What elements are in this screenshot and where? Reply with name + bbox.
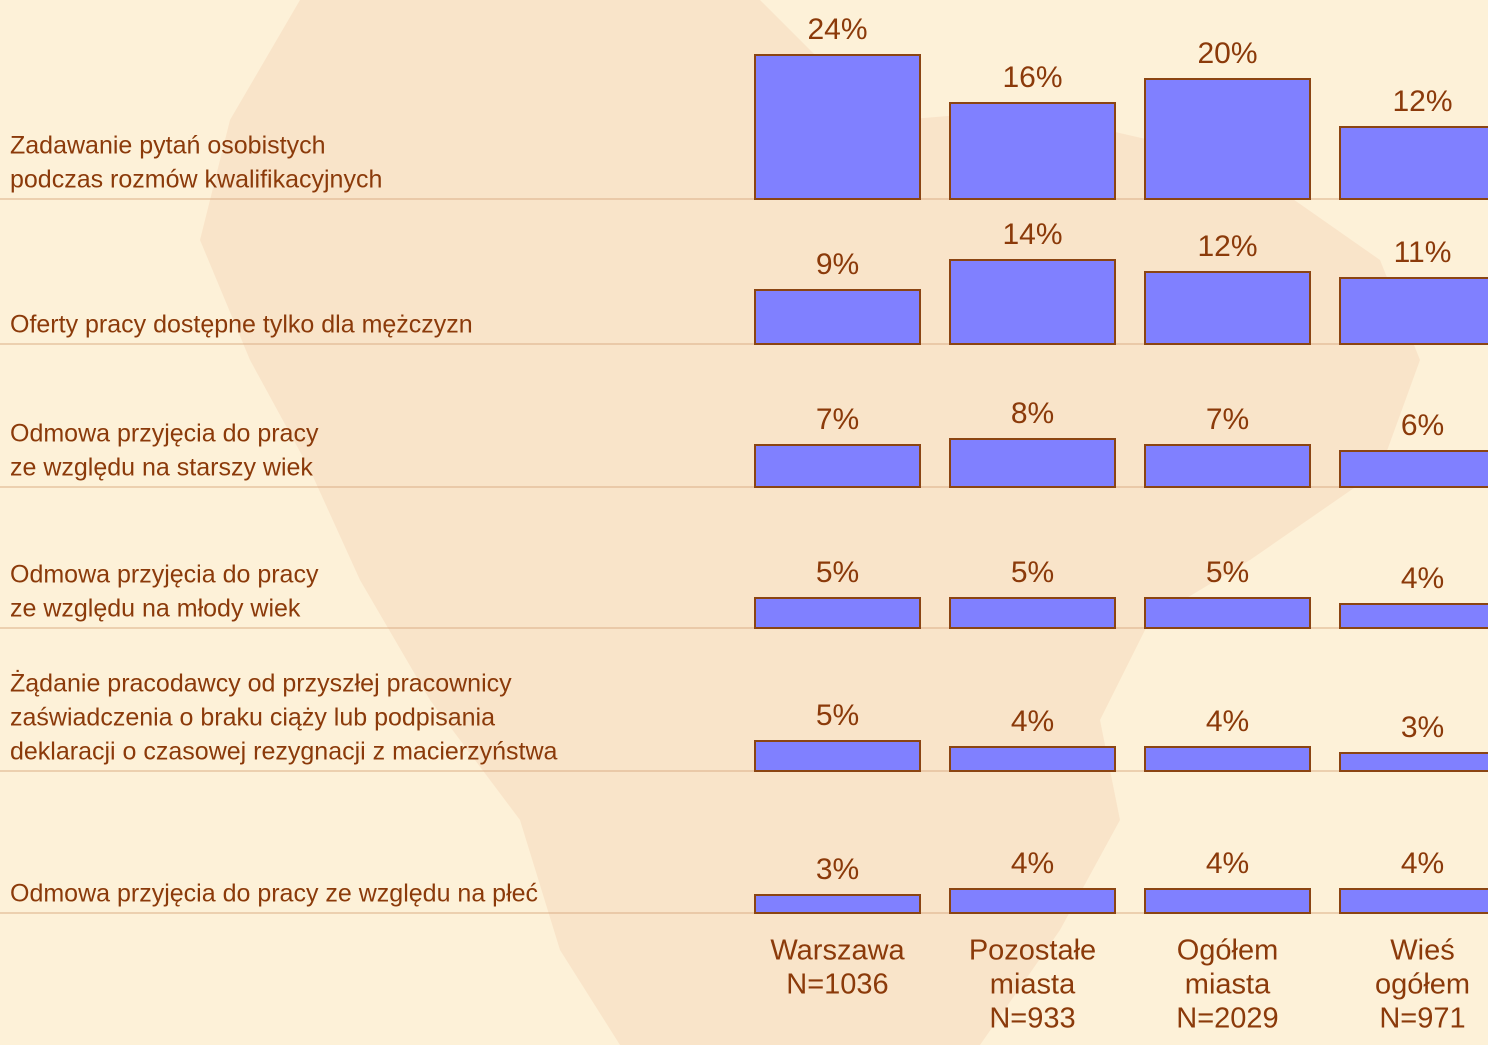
category-label: Zadawanie pytań osobistych	[10, 132, 325, 160]
series-label: Ogółem	[1177, 935, 1279, 967]
value-label: 16%	[1002, 61, 1062, 94]
value-label: 9%	[816, 248, 859, 281]
value-label: 20%	[1197, 37, 1257, 70]
category-label: zaświadczenia o braku ciąży lub podpisan…	[10, 704, 495, 732]
bar	[1339, 603, 1488, 629]
value-label: 5%	[816, 556, 859, 589]
bar	[949, 438, 1116, 488]
value-label: 6%	[1401, 409, 1444, 442]
bar	[1339, 450, 1488, 488]
series-label: Warszawa	[770, 935, 905, 967]
value-label: 11%	[1394, 236, 1452, 269]
category-label: ze względu na młody wiek	[10, 595, 301, 623]
series-label: N=933	[989, 1003, 1075, 1035]
category-label: Odmowa przyjęcia do pracy ze względu na …	[10, 880, 538, 908]
category-label: Odmowa przyjęcia do pracy	[10, 561, 319, 589]
series-label: Pozostałe	[969, 935, 1096, 967]
category-label: deklaracji o czasowej rezygnacji z macie…	[10, 738, 558, 766]
series-label: N=1036	[786, 969, 888, 1001]
value-label: 5%	[1206, 556, 1249, 589]
value-label: 12%	[1392, 85, 1452, 118]
value-label: 14%	[1002, 218, 1062, 251]
bar	[1339, 277, 1488, 345]
bar	[1144, 444, 1311, 488]
value-label: 8%	[1011, 397, 1054, 430]
bar	[949, 102, 1116, 200]
value-label: 12%	[1197, 230, 1257, 263]
bar	[754, 740, 921, 772]
category-label: ze względu na starszy wiek	[10, 454, 313, 482]
value-label: 5%	[816, 699, 859, 732]
value-label: 4%	[1206, 705, 1249, 738]
value-label: 4%	[1011, 705, 1054, 738]
bar	[1339, 126, 1488, 200]
series-label: miasta	[990, 969, 1076, 1001]
bar	[1144, 271, 1311, 345]
category-label: podczas rozmów kwalifikacyjnych	[10, 166, 382, 194]
value-label: 4%	[1206, 847, 1249, 880]
bar	[949, 746, 1116, 772]
bar	[754, 54, 921, 200]
bar	[949, 597, 1116, 629]
bar	[754, 597, 921, 629]
bar	[949, 888, 1116, 914]
bar	[1144, 888, 1311, 914]
value-label: 24%	[807, 13, 867, 46]
value-label: 7%	[1206, 403, 1249, 436]
value-label: 4%	[1401, 562, 1444, 595]
category-label: Żądanie pracodawcy od przyszłej pracowni…	[10, 669, 512, 698]
bar	[754, 894, 921, 914]
value-label: 7%	[816, 403, 859, 436]
series-label: miasta	[1185, 969, 1271, 1001]
value-label: 5%	[1011, 556, 1054, 589]
bar	[1144, 597, 1311, 629]
series-label: N=971	[1379, 1003, 1465, 1035]
bar	[754, 289, 921, 345]
bar	[754, 444, 921, 488]
bar	[1339, 888, 1488, 914]
bar	[1144, 78, 1311, 200]
category-label: Odmowa przyjęcia do pracy	[10, 420, 319, 448]
value-label: 4%	[1401, 847, 1444, 880]
bar	[1144, 746, 1311, 772]
bar	[949, 259, 1116, 345]
series-label: Wieś	[1390, 935, 1454, 967]
value-label: 4%	[1011, 847, 1054, 880]
series-label: ogółem	[1375, 969, 1470, 1001]
value-label: 3%	[1401, 711, 1444, 744]
series-label: N=2029	[1176, 1003, 1278, 1035]
category-label: Oferty pracy dostępne tylko dla mężczyzn	[10, 311, 473, 339]
value-label: 3%	[816, 853, 859, 886]
bar	[1339, 752, 1488, 772]
